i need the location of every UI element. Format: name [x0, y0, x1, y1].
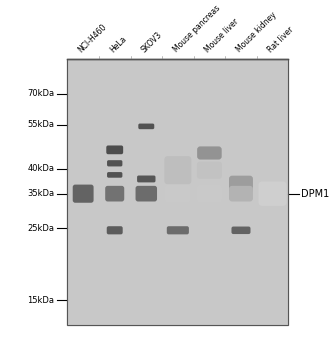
Text: HeLa: HeLa: [108, 34, 128, 54]
Text: 40kDa: 40kDa: [28, 164, 54, 173]
Text: Mouse liver: Mouse liver: [203, 17, 240, 54]
Text: 55kDa: 55kDa: [28, 120, 54, 129]
FancyBboxPatch shape: [258, 181, 287, 206]
Text: Mouse pancreas: Mouse pancreas: [172, 4, 222, 54]
FancyBboxPatch shape: [197, 146, 222, 160]
Text: NCI-H460: NCI-H460: [77, 22, 109, 54]
FancyBboxPatch shape: [105, 186, 124, 202]
FancyBboxPatch shape: [107, 172, 123, 178]
FancyBboxPatch shape: [107, 226, 123, 234]
FancyBboxPatch shape: [165, 184, 191, 203]
FancyBboxPatch shape: [137, 175, 155, 182]
FancyBboxPatch shape: [167, 226, 189, 234]
FancyBboxPatch shape: [229, 176, 253, 193]
Bar: [67, 59, 288, 325]
FancyBboxPatch shape: [229, 186, 253, 202]
FancyBboxPatch shape: [73, 184, 94, 203]
FancyBboxPatch shape: [106, 146, 123, 154]
FancyBboxPatch shape: [197, 162, 222, 179]
FancyBboxPatch shape: [164, 156, 191, 184]
Bar: [67, 59, 288, 325]
Text: 35kDa: 35kDa: [27, 189, 54, 198]
Text: SKOV3: SKOV3: [140, 30, 164, 54]
Text: Mouse kidney: Mouse kidney: [235, 11, 278, 54]
FancyBboxPatch shape: [135, 186, 157, 202]
FancyBboxPatch shape: [138, 124, 154, 129]
FancyBboxPatch shape: [197, 184, 222, 203]
Text: Rat liver: Rat liver: [266, 25, 295, 54]
Text: 15kDa: 15kDa: [28, 296, 54, 304]
Text: 25kDa: 25kDa: [28, 224, 54, 233]
FancyBboxPatch shape: [107, 160, 123, 167]
Text: DPM1: DPM1: [301, 189, 329, 199]
FancyBboxPatch shape: [231, 226, 251, 234]
Text: 70kDa: 70kDa: [27, 89, 54, 98]
